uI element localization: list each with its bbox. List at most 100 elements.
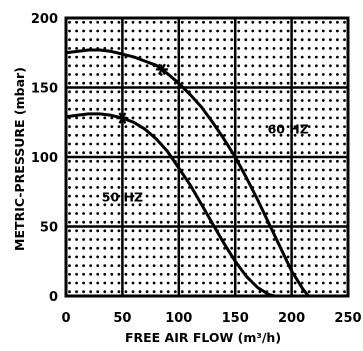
grid-dot [145, 186, 149, 189]
grid-dot [258, 133, 262, 137]
grid-dot [209, 203, 212, 207]
grid-dot [68, 246, 71, 250]
grid-dot [188, 99, 191, 102]
grid-dot [89, 142, 93, 146]
grid-dot [117, 90, 121, 94]
grid-dot [117, 107, 121, 111]
grid-dot [159, 20, 163, 24]
grid-dot [336, 99, 339, 102]
grid-dot [343, 151, 346, 155]
grid-dot [258, 116, 262, 120]
grid-dot [293, 90, 297, 94]
grid-dot [237, 73, 241, 76]
grid-dot [152, 125, 156, 128]
grid-dot [279, 203, 283, 207]
grid-dot [195, 212, 198, 215]
grid-dot [244, 194, 248, 198]
grid-dot [103, 264, 107, 267]
grid-dot [117, 194, 121, 198]
grid-dot [82, 55, 85, 59]
grid-dot [343, 142, 346, 146]
grid-dot [117, 73, 121, 76]
grid-dot [180, 90, 184, 94]
grid-dot [307, 255, 311, 259]
asterisk-marker-2 [116, 112, 129, 124]
grid-dot [75, 38, 78, 42]
grid-dot [195, 255, 198, 259]
grid-dot [89, 90, 93, 94]
grid-dot [195, 238, 198, 241]
grid-dot [244, 238, 248, 241]
grid-dot [159, 168, 163, 172]
grid-dot [188, 55, 191, 59]
grid-dot [103, 81, 107, 85]
grid-dot [117, 47, 121, 50]
grid-dot [258, 151, 262, 155]
grid-dot [103, 151, 107, 155]
grid-dot [223, 81, 227, 85]
grid-dot [96, 220, 100, 224]
grid-dot [195, 168, 198, 172]
grid-dot [230, 212, 234, 215]
grid-dot [343, 159, 346, 163]
grid-dot [89, 116, 93, 120]
grid-dot [110, 238, 114, 241]
grid-dot [68, 272, 71, 276]
grid-dot [336, 90, 339, 94]
grid-dot [244, 142, 248, 146]
grid-dot [223, 116, 227, 120]
grid-dot [195, 116, 198, 120]
grid-dot [223, 133, 227, 137]
grid-dot [343, 220, 346, 224]
grid-dot [188, 29, 191, 33]
grid-dot [188, 281, 191, 285]
grid-dot [117, 125, 121, 128]
grid-dot [258, 212, 262, 215]
grid-dot [75, 212, 78, 215]
grid-dot [188, 264, 191, 267]
grid-dot [138, 194, 142, 198]
grid-dot [145, 55, 149, 59]
grid-dot [209, 90, 212, 94]
grid-dot [321, 90, 325, 94]
grid-dot [188, 142, 191, 146]
grid-dot [124, 229, 128, 233]
grid-dot [216, 168, 220, 172]
grid-dot [251, 107, 255, 111]
grid-dot [209, 55, 212, 59]
grid-dot [251, 47, 255, 50]
grid-dot [223, 159, 227, 163]
grid-dot [216, 47, 220, 50]
grid-dot [216, 99, 220, 102]
grid-dot [138, 47, 142, 50]
grid-dot [286, 20, 290, 24]
grid-dot [188, 47, 191, 50]
grid-dot [230, 238, 234, 241]
grid-dot [145, 290, 149, 294]
grid-dot [195, 64, 198, 68]
grid-dot [117, 212, 121, 215]
grid-dot [131, 255, 135, 259]
grid-dot [329, 238, 332, 241]
grid-dot [300, 99, 304, 102]
grid-dot [343, 246, 346, 250]
grid-dot [336, 229, 339, 233]
grid-dot [180, 238, 184, 241]
grid-dot [223, 281, 227, 285]
grid-dot [321, 168, 325, 172]
grid-dot [321, 264, 325, 267]
grid-dot [180, 73, 184, 76]
grid-dot [152, 246, 156, 250]
grid-dot [244, 125, 248, 128]
grid-dot [230, 20, 234, 24]
grid-dot [251, 81, 255, 85]
grid-dot [96, 264, 100, 267]
marker-layer [116, 63, 168, 124]
grid-dot [251, 38, 255, 42]
grid-dot [258, 194, 262, 198]
grid-dot [173, 64, 177, 68]
grid-dot [166, 255, 170, 259]
grid-dot [265, 177, 269, 181]
grid-dot [209, 229, 212, 233]
grid-dot [265, 168, 269, 172]
